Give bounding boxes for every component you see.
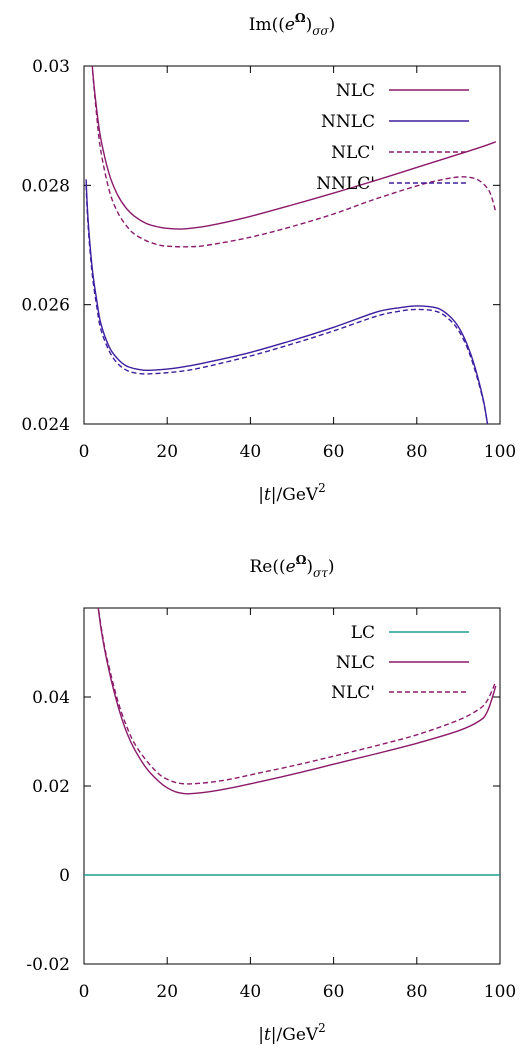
series-line-nlc [91, 66, 497, 230]
y-axis: -0.02 0 0.02 0.04 [26, 688, 500, 975]
legend-label: NLC [336, 81, 375, 101]
x-axis: 0 20 40 60 80 100 [79, 66, 516, 462]
x-tick-label: 0 [79, 442, 90, 462]
x-axis-label: |t|/GeV2 [258, 1021, 326, 1045]
x-axis: 0 20 40 60 80 100 [79, 608, 516, 1002]
legend-label: NLC' [331, 143, 375, 163]
chart-title: Im((eΩ)σσ) [249, 11, 336, 38]
y-tick-label: 0.028 [21, 176, 70, 196]
y-tick-label: 0.026 [21, 296, 70, 316]
series-group [84, 608, 500, 876]
legend-label: NNLC' [316, 174, 375, 194]
x-tick-label: 80 [406, 982, 428, 1002]
x-tick-label: 0 [79, 982, 90, 1002]
chart-im-sigma-sigma: Im((eΩ)σσ) 0 20 40 60 80 100 0.0240.0260.0280… [21, 11, 516, 505]
x-axis-label: |t|/GeV2 [258, 481, 326, 505]
chart-title: Re((eΩ)στ) [250, 553, 335, 580]
x-tick-label: 40 [240, 982, 262, 1002]
y-tick-label: -0.02 [26, 955, 70, 975]
legend-label: NLC [336, 653, 375, 673]
series-group [85, 66, 497, 424]
y-tick-label: 0.02 [32, 777, 70, 797]
x-tick-label: 40 [240, 442, 262, 462]
y-tick-label: 0.024 [21, 415, 70, 435]
x-tick-label: 20 [156, 982, 178, 1002]
series-line-nnlc [85, 179, 489, 424]
x-tick-label: 100 [484, 442, 516, 462]
series-line-nlc- [91, 66, 497, 248]
y-tick-label: 0.03 [32, 57, 70, 77]
y-tick-label: 0.04 [32, 688, 70, 708]
x-tick-label: 20 [156, 442, 178, 462]
series-line-nnlc- [85, 185, 489, 424]
x-tick-label: 60 [323, 982, 345, 1002]
legend-label: LC [351, 623, 375, 643]
legend-label: NLC' [331, 683, 375, 703]
series-line-nlc- [97, 608, 497, 785]
x-tick-label: 80 [406, 442, 428, 462]
y-axis: 0.024 0.026 0.028 0.03 [21, 57, 500, 435]
x-tick-label: 60 [323, 442, 345, 462]
legend: NLC NNLC NLC' NNLC' [316, 81, 469, 194]
legend-label: NNLC [321, 112, 375, 132]
x-tick-label: 100 [484, 982, 516, 1002]
plot-frame [83, 65, 501, 425]
legend: LC NLC NLC' [331, 623, 469, 703]
y-tick-label: 0 [59, 866, 70, 886]
series-line-nlc [97, 608, 497, 795]
chart-re-sigma-tau: Re((eΩ)στ) 0 20 40 60 80 100 -0.02 0 0.02 0.04 L… [26, 553, 516, 1045]
